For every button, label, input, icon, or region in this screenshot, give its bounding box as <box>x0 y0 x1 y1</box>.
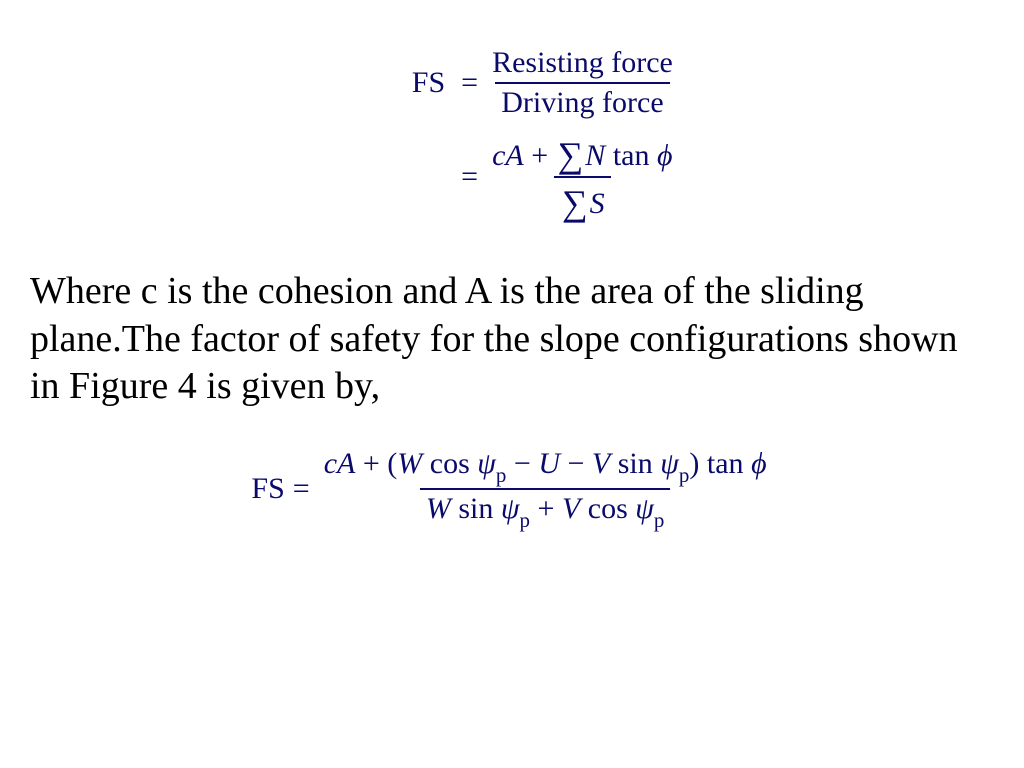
eq1-sum-num: ∑ <box>556 135 586 175</box>
page-container: FS = Resisting force Driving force = cA … <box>0 0 1024 557</box>
eq2-minus-2: − <box>560 447 592 480</box>
eq1-tan: tan <box>605 139 657 172</box>
eq2-U: U <box>538 447 560 480</box>
eq2-sin: sin <box>610 447 660 480</box>
eq2-den-psi-2: ψ <box>635 492 654 525</box>
eq2-close: ) <box>689 447 707 480</box>
equation-2: FS = cA + (W cos ψp − U − V sin ψp) tan … <box>20 441 1004 537</box>
equation-1: FS = Resisting force Driving force = cA … <box>345 40 679 228</box>
eq2-cA: cA <box>324 447 356 480</box>
eq2-phi: ϕ <box>751 447 767 480</box>
eq1-S: S <box>590 187 605 220</box>
eq1-numerator-symbols: cA + ∑N tan ϕ <box>486 132 678 176</box>
eq2-psi-1: ψ <box>477 447 496 480</box>
equation-1-line-2: = cA + ∑N tan ϕ ∑S <box>345 132 678 222</box>
eq2-denominator: W sin ψp + V cos ψp <box>420 488 671 531</box>
equation-1-line-1: FS = Resisting force Driving force <box>345 46 679 120</box>
prose-paragraph: Where c is the cohesion and A is the are… <box>30 268 994 411</box>
eq2-tan: tan <box>707 447 751 480</box>
eq2-cos: cos <box>422 447 477 480</box>
eq2-V: V <box>592 447 610 480</box>
eq1-numerator-words: Resisting force <box>486 46 679 82</box>
eq1-equals-2: = <box>453 160 486 194</box>
eq2-den-sin: sin <box>451 492 501 525</box>
eq2-plus-open: + ( <box>355 447 397 480</box>
eq1-cA: cA <box>492 139 524 172</box>
eq2-fraction: cA + (W cos ψp − U − V sin ψp) tan ϕ W s… <box>318 447 773 531</box>
eq2-equals: = <box>285 472 318 506</box>
eq2-den-plus: + <box>530 492 562 525</box>
eq2-den-p-2: p <box>654 508 665 532</box>
eq2-p-2: p <box>679 463 690 487</box>
eq2-lhs: FS <box>251 472 284 506</box>
eq2-minus-1: − <box>506 447 538 480</box>
eq2-p-1: p <box>496 463 507 487</box>
eq2-psi-2: ψ <box>660 447 679 480</box>
eq2-numerator: cA + (W cos ψp − U − V sin ψp) tan ϕ <box>318 447 773 488</box>
eq1-denominator-symbols: ∑S <box>554 176 611 222</box>
eq2-W: W <box>397 447 422 480</box>
eq2-den-psi-1: ψ <box>501 492 520 525</box>
eq1-lhs: FS <box>345 66 453 100</box>
equation-2-line: FS = cA + (W cos ψp − U − V sin ψp) tan … <box>251 447 772 531</box>
eq1-fraction-words: Resisting force Driving force <box>486 46 679 120</box>
eq1-sum-den: ∑ <box>560 183 590 223</box>
eq1-N: N <box>585 139 605 172</box>
eq1-plus: + <box>524 139 556 172</box>
eq2-den-p-1: p <box>520 508 531 532</box>
eq1-phi: ϕ <box>657 139 673 172</box>
eq1-denominator-words: Driving force <box>495 82 669 120</box>
eq2-den-V: V <box>562 492 580 525</box>
eq2-den-W: W <box>426 492 451 525</box>
eq1-fraction-symbols: cA + ∑N tan ϕ ∑S <box>486 132 678 222</box>
eq2-den-cos: cos <box>580 492 635 525</box>
eq1-equals-1: = <box>453 66 486 100</box>
